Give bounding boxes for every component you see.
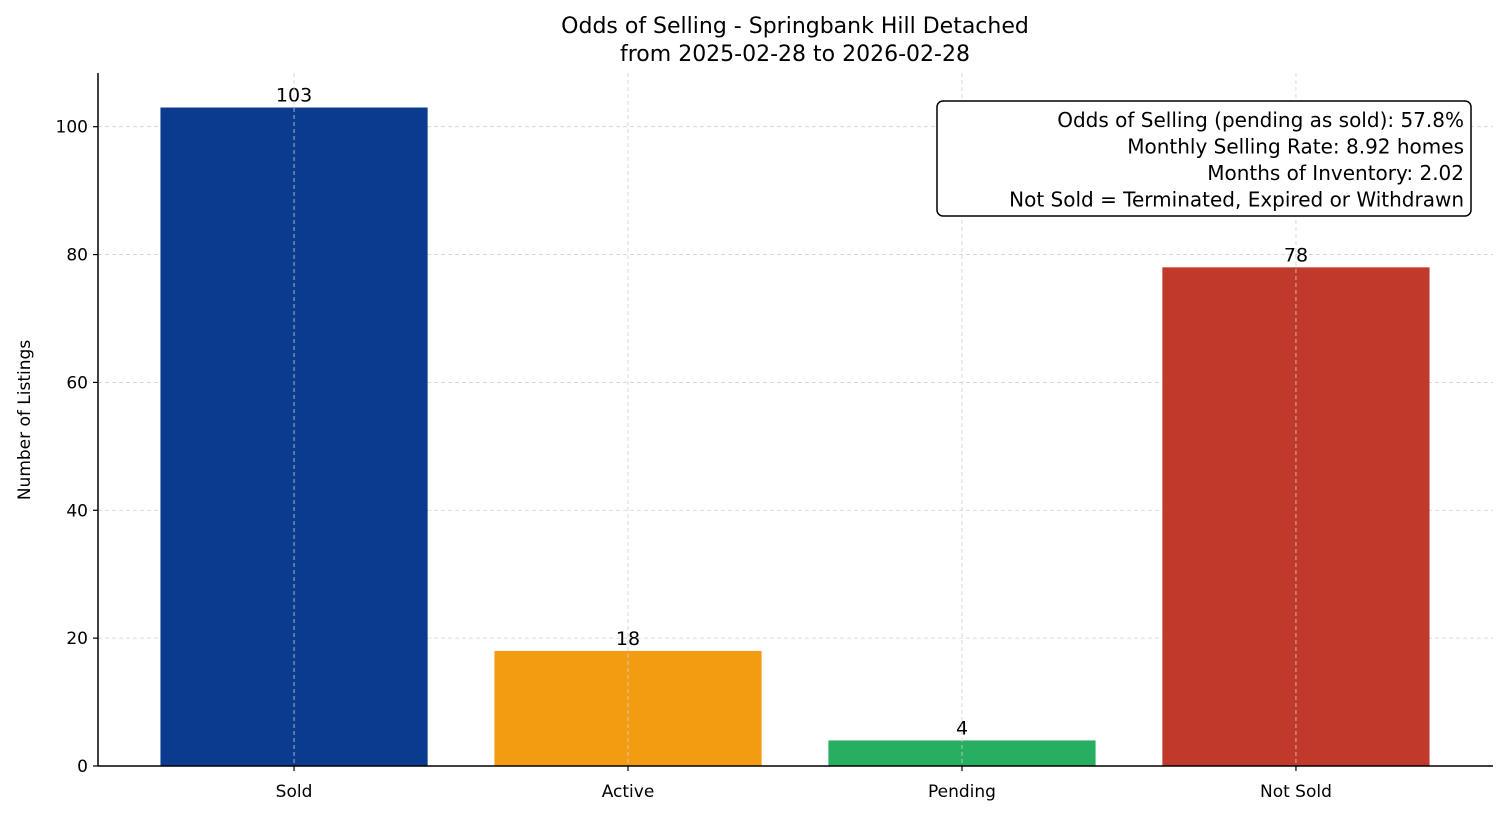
- chart-subtitle: from 2025-02-28 to 2026-02-28: [620, 42, 970, 67]
- annotation-line: Monthly Selling Rate: 8.92 homes: [1127, 135, 1464, 159]
- y-tick-label: 100: [56, 118, 88, 138]
- x-tick-label: Pending: [928, 782, 996, 802]
- x-tick-label: Not Sold: [1260, 782, 1332, 802]
- x-tick-label: Active: [602, 782, 655, 802]
- axes: 0 20 40 60 80 100 Sold Active Pending Not Sold: [56, 73, 1493, 802]
- data-label: 4: [956, 717, 968, 739]
- x-tick-label: Sold: [276, 782, 313, 802]
- y-tick-label: 0: [77, 757, 88, 777]
- y-axis-label: Number of Listings: [15, 340, 35, 500]
- annotation-line: Not Sold = Terminated, Expired or Withdr…: [1009, 188, 1464, 212]
- annotation-line: Months of Inventory: 2.02: [1207, 161, 1464, 185]
- annotation-box: Odds of Selling (pending as sold): 57.8%…: [936, 100, 1472, 217]
- data-label: 18: [616, 628, 640, 650]
- y-tick-label: 40: [66, 501, 88, 521]
- y-tick-label: 20: [66, 629, 88, 649]
- y-tick-label: 80: [66, 246, 88, 266]
- chart-title: Odds of Selling - Springbank Hill Detach…: [561, 14, 1029, 39]
- annotation-line: Odds of Selling (pending as sold): 57.8%: [1057, 108, 1464, 132]
- y-tick-label: 60: [66, 373, 88, 393]
- annotation-frame: [936, 100, 1472, 217]
